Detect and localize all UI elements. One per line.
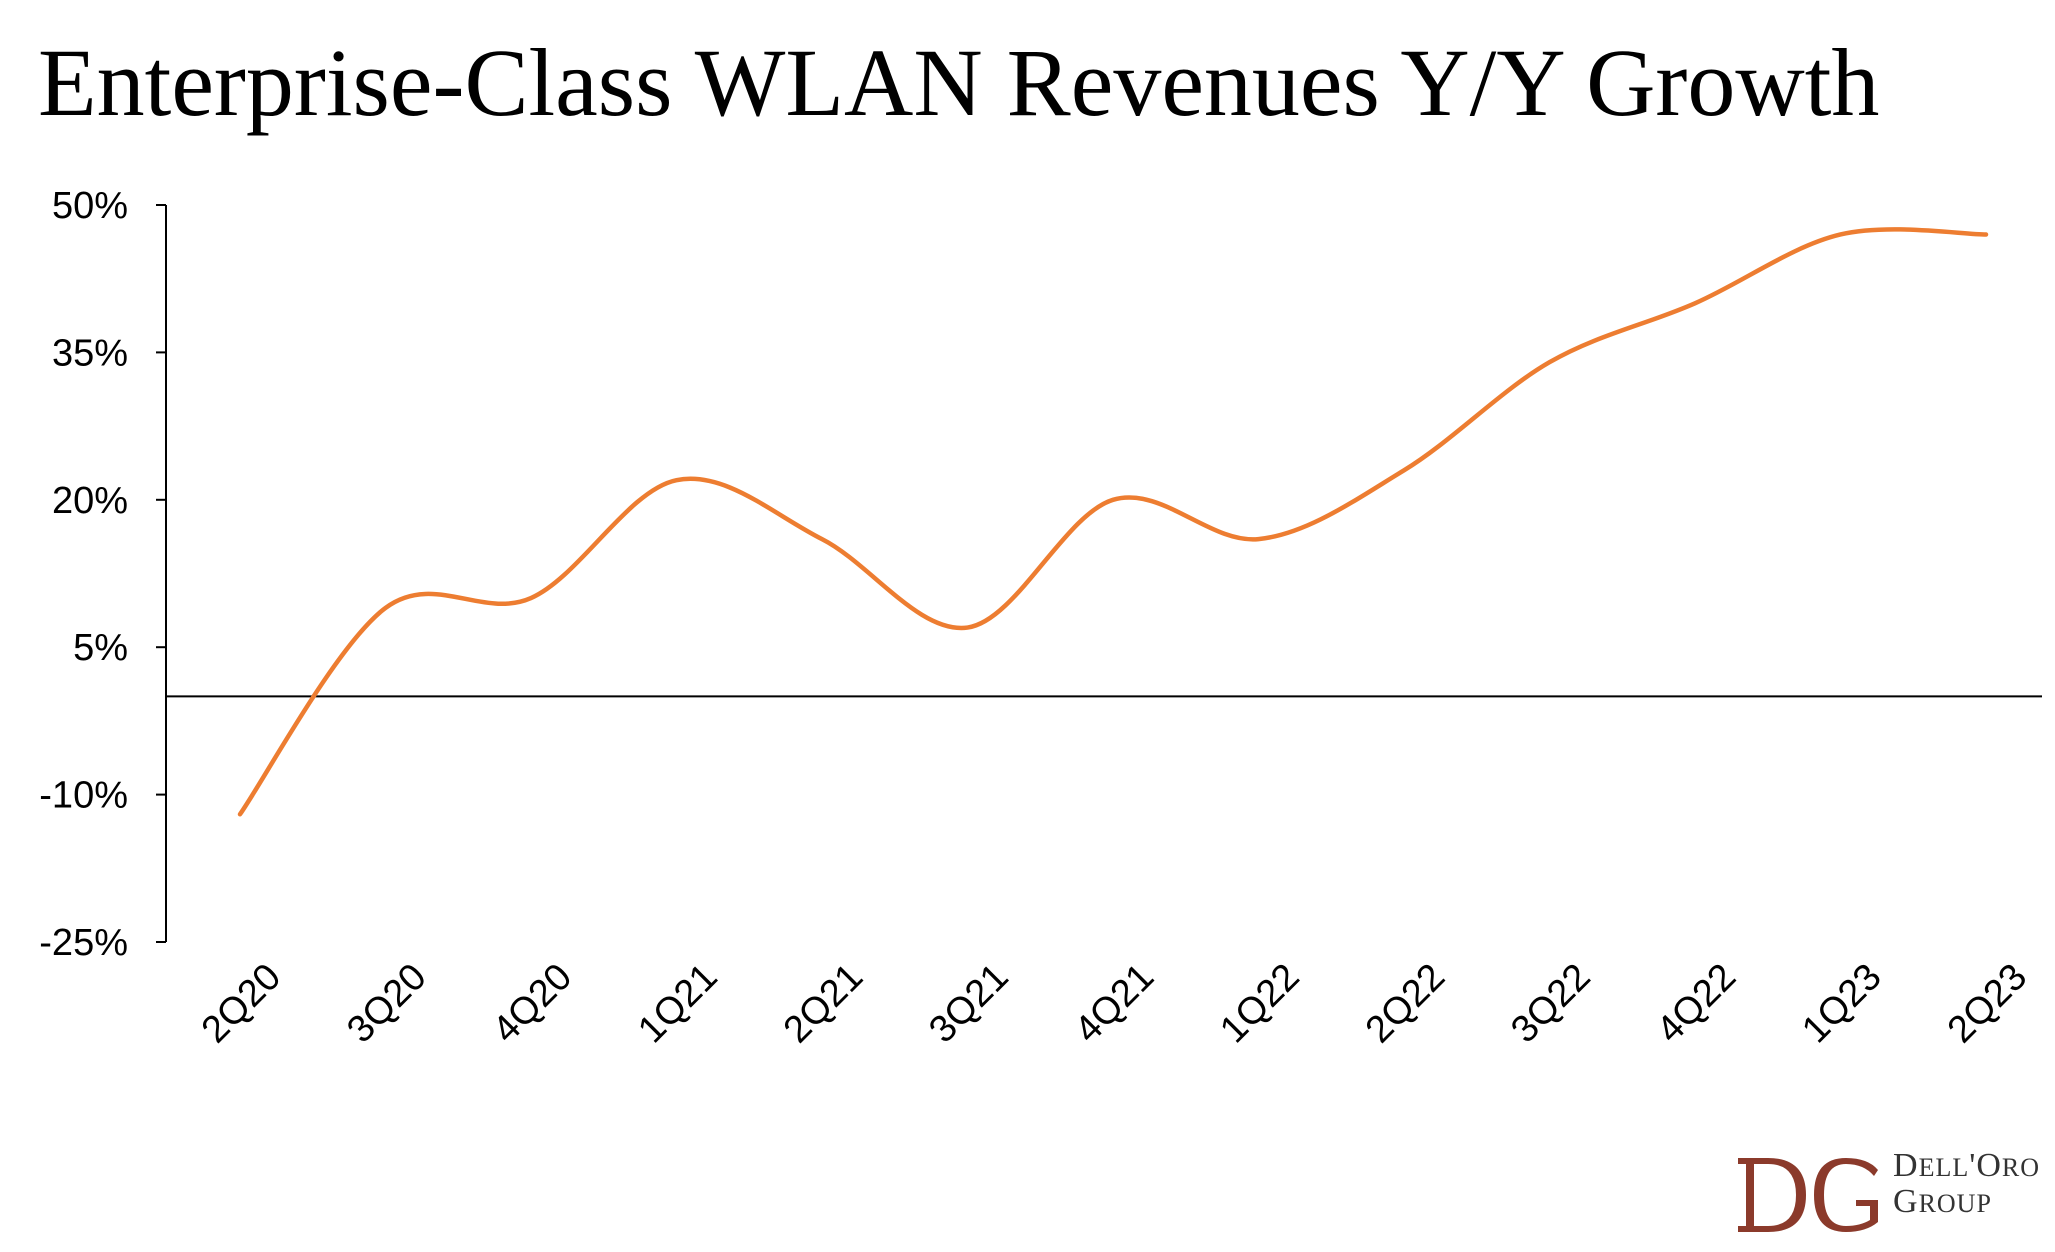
- y-tick-label: 20%: [52, 480, 128, 522]
- y-tick-label: 5%: [73, 627, 128, 669]
- x-tick-label: 1Q21: [630, 956, 725, 1051]
- x-tick-label: 2Q22: [1358, 956, 1453, 1051]
- series-layer: [237, 227, 1989, 817]
- x-tick-label: 1Q23: [1794, 956, 1889, 1051]
- series-line: [237, 227, 1989, 817]
- y-tick-label: 50%: [52, 185, 128, 227]
- x-axis: 2Q20 3Q20 4Q20 1Q21 2Q21 3Q21 4Q21 1Q22 2Q22 3Q22…: [194, 956, 2035, 1051]
- y-tick-label: 35%: [52, 332, 128, 374]
- x-tick-label: 2Q20: [194, 956, 289, 1051]
- logo-line-2: GROUP: [1893, 1182, 1992, 1220]
- x-tick-label: 3Q21: [921, 956, 1016, 1051]
- x-tick-label: 3Q22: [1503, 956, 1598, 1051]
- logo-monogram: [1738, 1158, 1878, 1232]
- chart-title: Enterprise-Class WLAN Revenues Y/Y Growt…: [38, 29, 1880, 136]
- x-tick-label: 4Q21: [1067, 956, 1162, 1051]
- logo-line-1: DELL'ORO: [1893, 1147, 2041, 1184]
- x-tick-label: 1Q22: [1212, 956, 1307, 1051]
- logo-wordmark: DELL'ORO GROUP: [1893, 1148, 2040, 1219]
- x-tick-label: 4Q20: [485, 956, 580, 1051]
- y-tick-label: -10%: [39, 775, 128, 817]
- x-tick-label: 2Q23: [1940, 956, 2035, 1051]
- y-tick-label: -25%: [39, 922, 128, 964]
- dell-oro-logo: [1738, 1158, 1878, 1232]
- y-axis: 50% 35% 20% 5% -10% -25%: [39, 185, 2042, 964]
- x-tick-label: 3Q20: [339, 956, 434, 1051]
- x-tick-label: 2Q21: [776, 956, 871, 1051]
- x-tick-label: 4Q22: [1649, 956, 1744, 1051]
